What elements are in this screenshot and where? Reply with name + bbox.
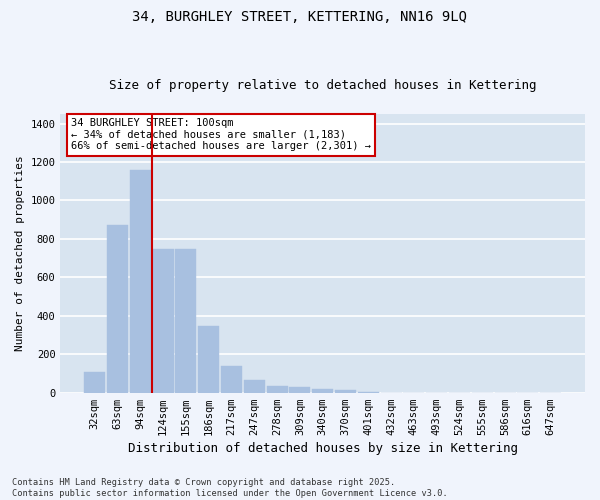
Y-axis label: Number of detached properties: Number of detached properties (15, 156, 25, 351)
Text: 34, BURGHLEY STREET, KETTERING, NN16 9LQ: 34, BURGHLEY STREET, KETTERING, NN16 9LQ (133, 10, 467, 24)
Bar (312, 389, 333, 392)
Title: Size of property relative to detached houses in Kettering: Size of property relative to detached ho… (109, 79, 536, 92)
Bar (107, 226, 128, 392)
Bar (244, 380, 265, 392)
Bar (221, 366, 242, 392)
Bar (84, 372, 105, 392)
Bar (335, 390, 356, 392)
Bar (130, 170, 151, 392)
Text: Contains HM Land Registry data © Crown copyright and database right 2025.
Contai: Contains HM Land Registry data © Crown c… (12, 478, 448, 498)
Bar (175, 248, 196, 392)
Bar (198, 326, 219, 392)
Bar (289, 387, 310, 392)
X-axis label: Distribution of detached houses by size in Kettering: Distribution of detached houses by size … (128, 442, 518, 455)
Bar (266, 386, 287, 392)
Bar (152, 248, 173, 392)
Text: 34 BURGHLEY STREET: 100sqm
← 34% of detached houses are smaller (1,183)
66% of s: 34 BURGHLEY STREET: 100sqm ← 34% of deta… (71, 118, 371, 152)
